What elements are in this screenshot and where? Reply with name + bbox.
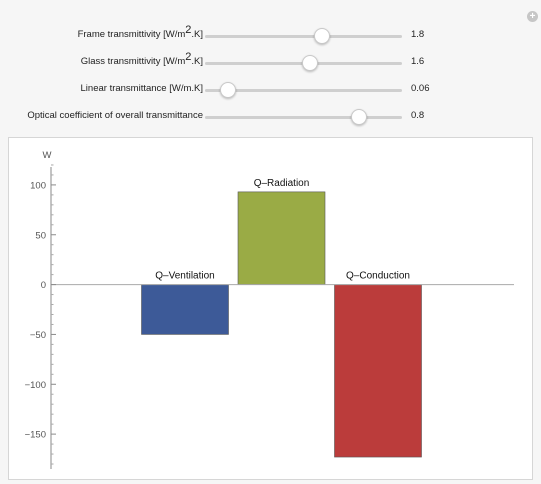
linear-transmittance-slider-thumb[interactable] [219,82,236,98]
glass-transmittivity-value: 1.6 [411,56,425,67]
frame-transmittivity-value: 1.8 [411,29,425,40]
optical-coefficient-label: Optical coefficient of overall transmitt… [27,110,203,121]
add-icon[interactable]: + [527,11,538,22]
plot-panel: 100 50 0 −50 −100 −150 W Q–Ventilation Q–Radia… [8,137,533,480]
y-tick-label: 50 [35,230,46,241]
linear-transmittance-label: Linear transmittance [W/m.K] [80,83,203,94]
y-tick-label: −150 [25,430,46,441]
bar-chart: 100 50 0 −50 −100 −150 W Q–Ventilation Q–Radia… [25,150,514,469]
optical-coefficient-slider-thumb[interactable] [350,109,367,125]
bar-label: Q–Ventilation [155,271,215,282]
y-tick-label: −100 [25,380,46,391]
frame-transmittivity-control: Frame transmittivity [W/m2.K] 1.8 [0,23,541,46]
bar-3 [334,284,422,458]
glass-transmittivity-label: Glass transmittivity [W/m2.K] [80,50,203,67]
linear-transmittance-slider[interactable] [205,89,402,92]
y-axis-label: W [43,150,52,161]
bar-label: Q–Radiation [254,178,310,189]
bar-2 [237,191,326,285]
linear-transmittance-value: 0.06 [411,83,430,94]
y-tick-label: 0 [41,280,46,291]
frame-transmittivity-slider-thumb[interactable] [314,28,331,44]
bar-label: Q–Conduction [346,271,410,282]
glass-transmittivity-slider-thumb[interactable] [302,55,319,71]
optical-coefficient-value: 0.8 [411,110,425,121]
glass-transmittivity-control: Glass transmittivity [W/m2.K] 1.6 [0,50,541,73]
bar-1 [141,284,229,335]
frame-transmittivity-label: Frame transmittivity [W/m2.K] [77,23,203,40]
y-tick-label: 100 [30,180,46,191]
linear-transmittance-control: Linear transmittance [W/m.K] 0.06 [0,80,541,100]
optical-coefficient-slider[interactable] [205,116,402,119]
y-tick-label: −50 [30,330,46,341]
frame-transmittivity-slider[interactable] [205,35,402,38]
optical-coefficient-control: Optical coefficient of overall transmitt… [0,107,541,127]
